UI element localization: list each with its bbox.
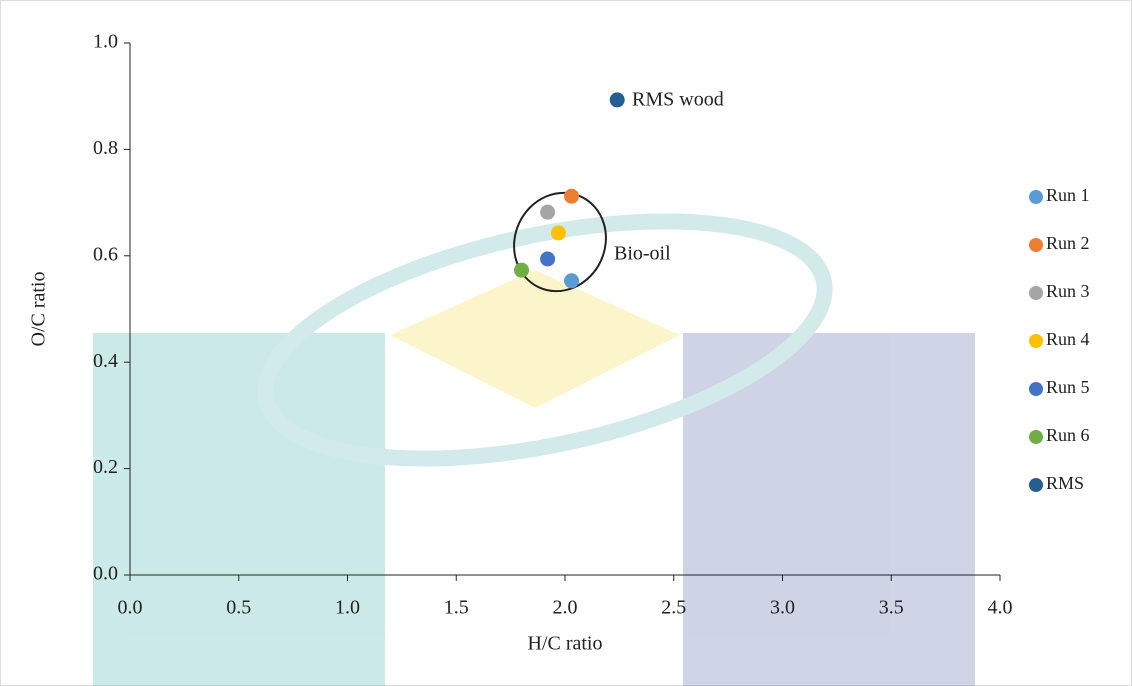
x-tick-label: 1.0	[335, 597, 360, 619]
chart: H/C ratio O/C ratio RMS wood Bio-oil 0.0…	[0, 0, 1132, 686]
legend-label: Run 3	[1046, 281, 1090, 301]
legend-label: Run 4	[1046, 329, 1090, 349]
y-tick-label: 0.6	[93, 243, 118, 265]
x-tick-label: 2.5	[661, 597, 686, 619]
legend-label: Run 1	[1046, 185, 1090, 205]
legend-marker	[1029, 478, 1043, 492]
y-tick-label: 0.8	[93, 137, 118, 159]
point	[610, 92, 625, 107]
legend-marker	[1029, 286, 1043, 300]
legend-label: Run 2	[1046, 233, 1090, 253]
legend-label: RMS	[1046, 473, 1084, 493]
x-tick-label: 3.5	[879, 597, 904, 619]
annotation: Bio-oil	[614, 243, 671, 265]
x-tick-label: 1.5	[444, 597, 469, 619]
point	[551, 225, 566, 240]
x-tick-label: 2.0	[553, 597, 578, 619]
legend-marker	[1029, 430, 1043, 444]
legend-label: Run 6	[1046, 425, 1090, 445]
point	[564, 189, 579, 204]
y-tick-label: 0.4	[93, 350, 118, 372]
x-axis-label: H/C ratio	[528, 633, 603, 655]
point	[540, 251, 555, 266]
legend-label: Run 5	[1046, 377, 1090, 397]
y-tick-label: 1.0	[93, 31, 118, 53]
point	[564, 273, 579, 288]
point	[540, 205, 555, 220]
point	[514, 263, 529, 278]
y-tick-label: 0.2	[93, 456, 118, 478]
y-axis-label: O/C ratio	[28, 272, 50, 347]
legend-marker	[1029, 382, 1043, 396]
x-tick-label: 0.5	[226, 597, 251, 619]
legend-marker	[1029, 238, 1043, 252]
annotation: RMS wood	[632, 89, 724, 111]
watermark-block	[93, 333, 385, 686]
legend-marker	[1029, 190, 1043, 204]
x-tick-label: 4.0	[988, 597, 1013, 619]
y-tick-label: 0.0	[93, 563, 118, 585]
x-tick-label: 0.0	[118, 597, 143, 619]
legend-marker	[1029, 334, 1043, 348]
x-tick-label: 3.0	[770, 597, 795, 619]
